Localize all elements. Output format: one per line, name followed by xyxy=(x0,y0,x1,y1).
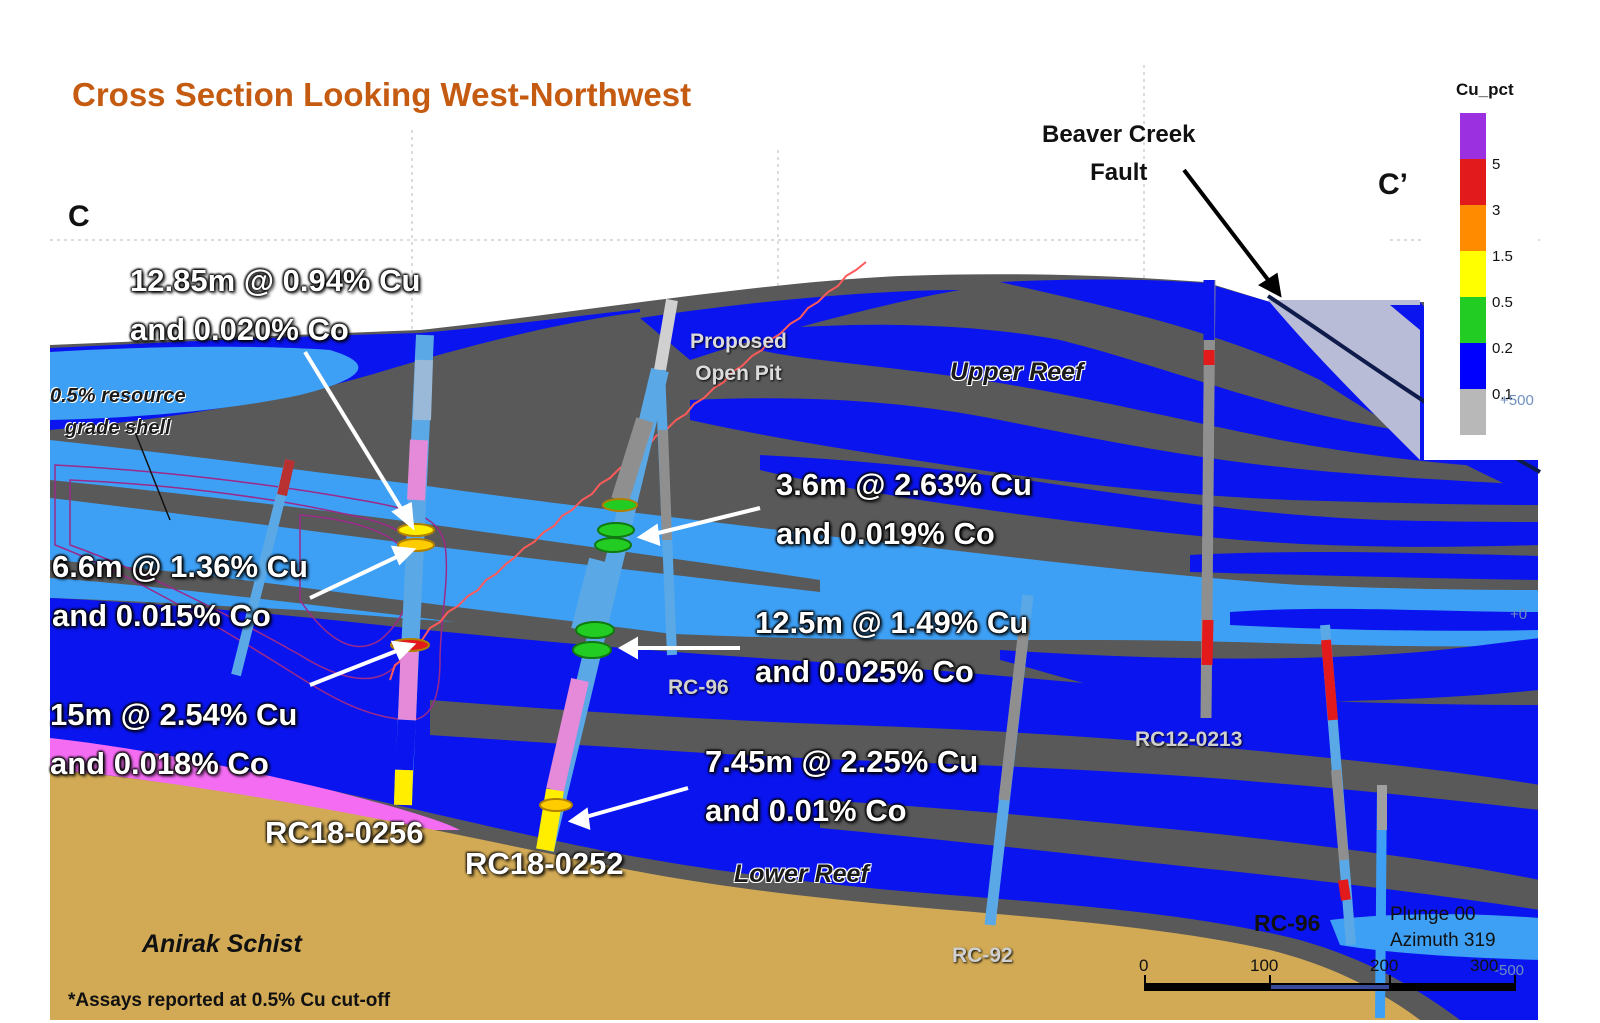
intercept-label-4: 3.6m @ 2.63% Cu and 0.019% Co xyxy=(776,460,1032,558)
open-pit-line-1: Proposed xyxy=(690,330,787,353)
upper-reef-stripes xyxy=(640,290,1538,702)
intercept-3-line-2: and 0.018% Co xyxy=(50,746,269,781)
intercept-label-1: 12.85m @ 0.94% Cu and 0.020% Co xyxy=(130,256,420,354)
footnote: *Assays reported at 0.5% Cu cut-off xyxy=(68,990,391,1011)
cu-legend xyxy=(1424,100,1538,460)
pink-band xyxy=(50,738,460,830)
legend-value-3: 3 xyxy=(1492,202,1501,219)
upper-reef-label: Upper Reef xyxy=(950,358,1084,386)
intercept-2-line-2: and 0.015% Co xyxy=(52,598,271,633)
grade-shell-line-1: 0.5% resource xyxy=(50,385,186,407)
intercept-3-line-1: 15m @ 2.54% Cu xyxy=(50,697,298,732)
plunge-text: Plunge 00 xyxy=(1390,904,1476,925)
drill-hole-label-rc18-0256: RC18-0256 xyxy=(265,815,424,850)
drill-hole-label-rc-96-left: RC-96 xyxy=(668,676,729,699)
intercept-4-line-1: 3.6m @ 2.63% Cu xyxy=(776,467,1032,502)
scale-tick-200: 200 xyxy=(1370,956,1399,975)
drill-hole-rc-92 xyxy=(984,594,1034,926)
azimuth-text: Azimuth 319 xyxy=(1390,930,1496,951)
scale-tick-0: 0 xyxy=(1139,956,1149,975)
legend-title: Cu_pct xyxy=(1456,80,1514,99)
fault-label: Beaver Creek Fault xyxy=(1042,116,1195,192)
drill-hole-label-rc-96-right: RC-96 xyxy=(1254,910,1321,936)
fault-label-line-1: Beaver Creek xyxy=(1042,121,1196,148)
intercept-4-line-2: and 0.019% Co xyxy=(776,516,995,551)
grade-shell-label: 0.5% resource grade shell xyxy=(50,380,186,444)
callout-arrows xyxy=(303,350,761,831)
drill-holes xyxy=(231,279,1387,1019)
coord-label-3: -500 xyxy=(1494,962,1525,979)
legend-value-0-1: 0.1 xyxy=(1492,386,1513,403)
lower-reef-label: Lower Reef xyxy=(734,860,869,888)
schist-label: Anirak Schist xyxy=(142,930,302,958)
drill-hole-far-right xyxy=(1375,784,1387,1019)
light-blue-band-upper xyxy=(50,346,359,420)
fault-label-line-2: Fault xyxy=(1090,159,1148,186)
intercept-label-6: 7.45m @ 2.25% Cu and 0.01% Co xyxy=(705,737,978,835)
drill-hole-rc18-0252 xyxy=(536,298,678,853)
fault-hanging-wall xyxy=(1268,300,1420,460)
legend-value-5: 5 xyxy=(1492,156,1501,173)
intercept-label-5: 12.5m @ 1.49% Cu and 0.025% Co xyxy=(755,598,1028,696)
drill-hole-label-rc18-0252: RC18-0252 xyxy=(465,846,624,881)
upper-right-blue xyxy=(1390,305,1420,330)
scale-tick-300: 300 xyxy=(1470,956,1499,975)
scale-bar xyxy=(1144,975,1516,991)
section-label-end: C’ xyxy=(1378,168,1408,201)
legend-value-1-5: 1.5 xyxy=(1492,248,1513,265)
open-pit-label: Proposed Open Pit xyxy=(690,326,787,390)
intercept-1-line-2: and 0.020% Co xyxy=(130,312,349,347)
intercept-5-line-2: and 0.025% Co xyxy=(755,654,974,689)
drill-hole-label-rc12-0213: RC12-0213 xyxy=(1135,728,1243,751)
drill-hole-rc-96-left xyxy=(655,369,677,656)
scale-tick-100: 100 xyxy=(1250,956,1279,975)
intercept-5-line-1: 12.5m @ 1.49% Cu xyxy=(755,605,1029,640)
coord-label-1: +500 xyxy=(1500,392,1534,409)
fault-arrow xyxy=(1182,168,1282,298)
intercept-label-3: 15m @ 2.54% Cu and 0.018% Co xyxy=(50,690,297,788)
schist-body xyxy=(50,770,1420,1020)
drill-hole-left-short xyxy=(231,458,295,677)
drill-hole-label-rc-92: RC-92 xyxy=(952,944,1013,967)
intercept-label-2: 6.6m @ 1.36% Cu and 0.015% Co xyxy=(52,542,308,640)
intercept-2-line-1: 6.6m @ 1.36% Cu xyxy=(52,549,308,584)
page-title: Cross Section Looking West-Northwest xyxy=(72,76,692,113)
intercept-1-line-1: 12.85m @ 0.94% Cu xyxy=(130,263,421,298)
grade-shell-leader xyxy=(134,431,171,521)
view-orientation: Plunge 00 Azimuth 319 xyxy=(1390,902,1496,954)
intercept-6-line-2: and 0.01% Co xyxy=(705,793,907,828)
open-pit-line-2: Open Pit xyxy=(695,362,782,385)
grade-shell-line-2: grade shell xyxy=(65,417,171,439)
legend-value-0-5: 0.5 xyxy=(1492,294,1513,311)
intercept-6-line-1: 7.45m @ 2.25% Cu xyxy=(705,744,979,779)
coord-label-2: +0 xyxy=(1510,606,1528,623)
lower-reef-band xyxy=(50,598,1538,1020)
drill-hole-rc-96-right xyxy=(1320,624,1356,946)
drill-hole-rc12-0213 xyxy=(1200,279,1216,719)
legend-value-0-2: 0.2 xyxy=(1492,340,1513,357)
section-label-start: C xyxy=(68,200,90,233)
